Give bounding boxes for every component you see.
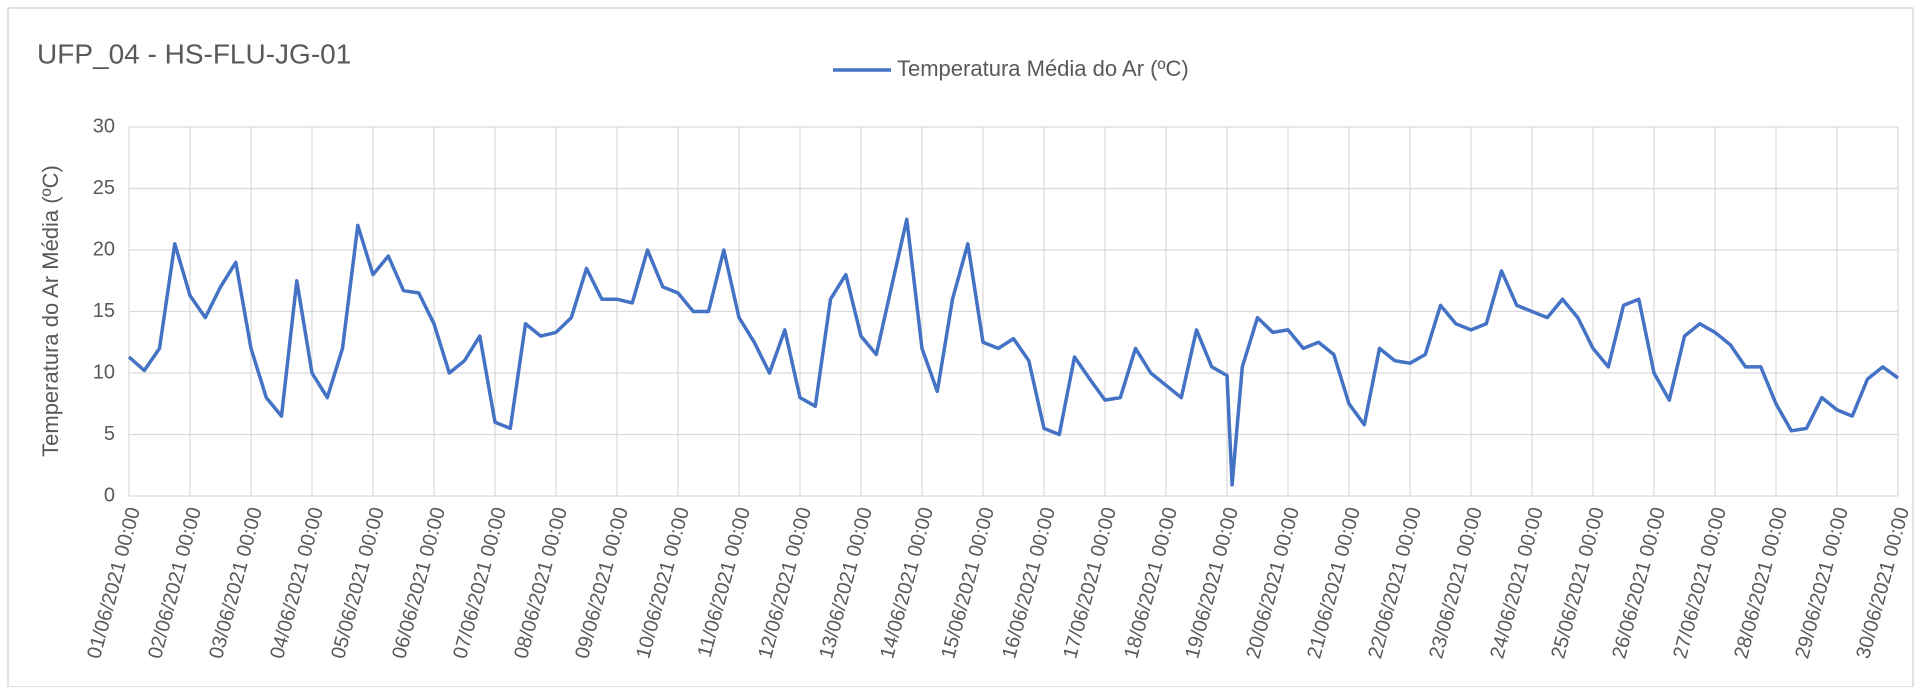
chart-title: UFP_04 - HS-FLU-JG-01 [37,38,351,69]
legend-label: Temperatura Média do Ar (ºC) [897,56,1189,81]
y-tick-label: 15 [93,300,115,322]
y-tick-label: 20 [93,238,115,260]
y-tick-label: 10 [93,361,115,383]
y-tick-label: 25 [93,177,115,199]
chart-frame [7,7,1914,687]
data-line [127,217,1900,487]
y-tick-label: 30 [93,115,115,137]
y-axis-label: Temperatura do Ar Média (ºC) [38,165,63,457]
y-tick-label: 5 [104,423,115,445]
y-tick-label: 0 [104,484,115,506]
